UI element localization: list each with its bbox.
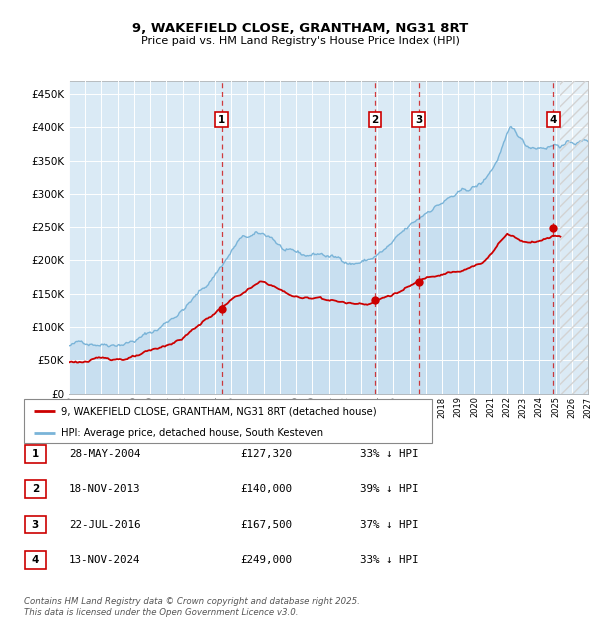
Text: 3: 3 <box>415 115 422 125</box>
Text: Contains HM Land Registry data © Crown copyright and database right 2025.
This d: Contains HM Land Registry data © Crown c… <box>24 598 360 617</box>
FancyBboxPatch shape <box>25 516 46 533</box>
Text: 33% ↓ HPI: 33% ↓ HPI <box>360 449 419 459</box>
Text: 4: 4 <box>550 115 557 125</box>
Text: 1: 1 <box>32 449 39 459</box>
Text: 9, WAKEFIELD CLOSE, GRANTHAM, NG31 8RT (detached house): 9, WAKEFIELD CLOSE, GRANTHAM, NG31 8RT (… <box>61 406 376 416</box>
FancyBboxPatch shape <box>24 399 432 443</box>
Text: 28-MAY-2004: 28-MAY-2004 <box>69 449 140 459</box>
Text: 2: 2 <box>32 484 39 494</box>
Text: 3: 3 <box>32 520 39 529</box>
Text: 39% ↓ HPI: 39% ↓ HPI <box>360 484 419 494</box>
Text: HPI: Average price, detached house, South Kesteven: HPI: Average price, detached house, Sout… <box>61 428 323 438</box>
FancyBboxPatch shape <box>25 445 46 463</box>
Text: 37% ↓ HPI: 37% ↓ HPI <box>360 520 419 529</box>
Text: 2: 2 <box>371 115 379 125</box>
Text: 22-JUL-2016: 22-JUL-2016 <box>69 520 140 529</box>
Bar <box>560 81 588 394</box>
Bar <box>560 81 588 394</box>
FancyBboxPatch shape <box>25 551 46 569</box>
Text: Price paid vs. HM Land Registry's House Price Index (HPI): Price paid vs. HM Land Registry's House … <box>140 36 460 46</box>
Text: 18-NOV-2013: 18-NOV-2013 <box>69 484 140 494</box>
Text: 13-NOV-2024: 13-NOV-2024 <box>69 555 140 565</box>
Text: 4: 4 <box>32 555 39 565</box>
Text: 1: 1 <box>218 115 225 125</box>
Text: £140,000: £140,000 <box>240 484 292 494</box>
Text: 33% ↓ HPI: 33% ↓ HPI <box>360 555 419 565</box>
Text: £167,500: £167,500 <box>240 520 292 529</box>
FancyBboxPatch shape <box>25 480 46 498</box>
Text: £127,320: £127,320 <box>240 449 292 459</box>
Text: 9, WAKEFIELD CLOSE, GRANTHAM, NG31 8RT: 9, WAKEFIELD CLOSE, GRANTHAM, NG31 8RT <box>132 22 468 35</box>
Text: £249,000: £249,000 <box>240 555 292 565</box>
